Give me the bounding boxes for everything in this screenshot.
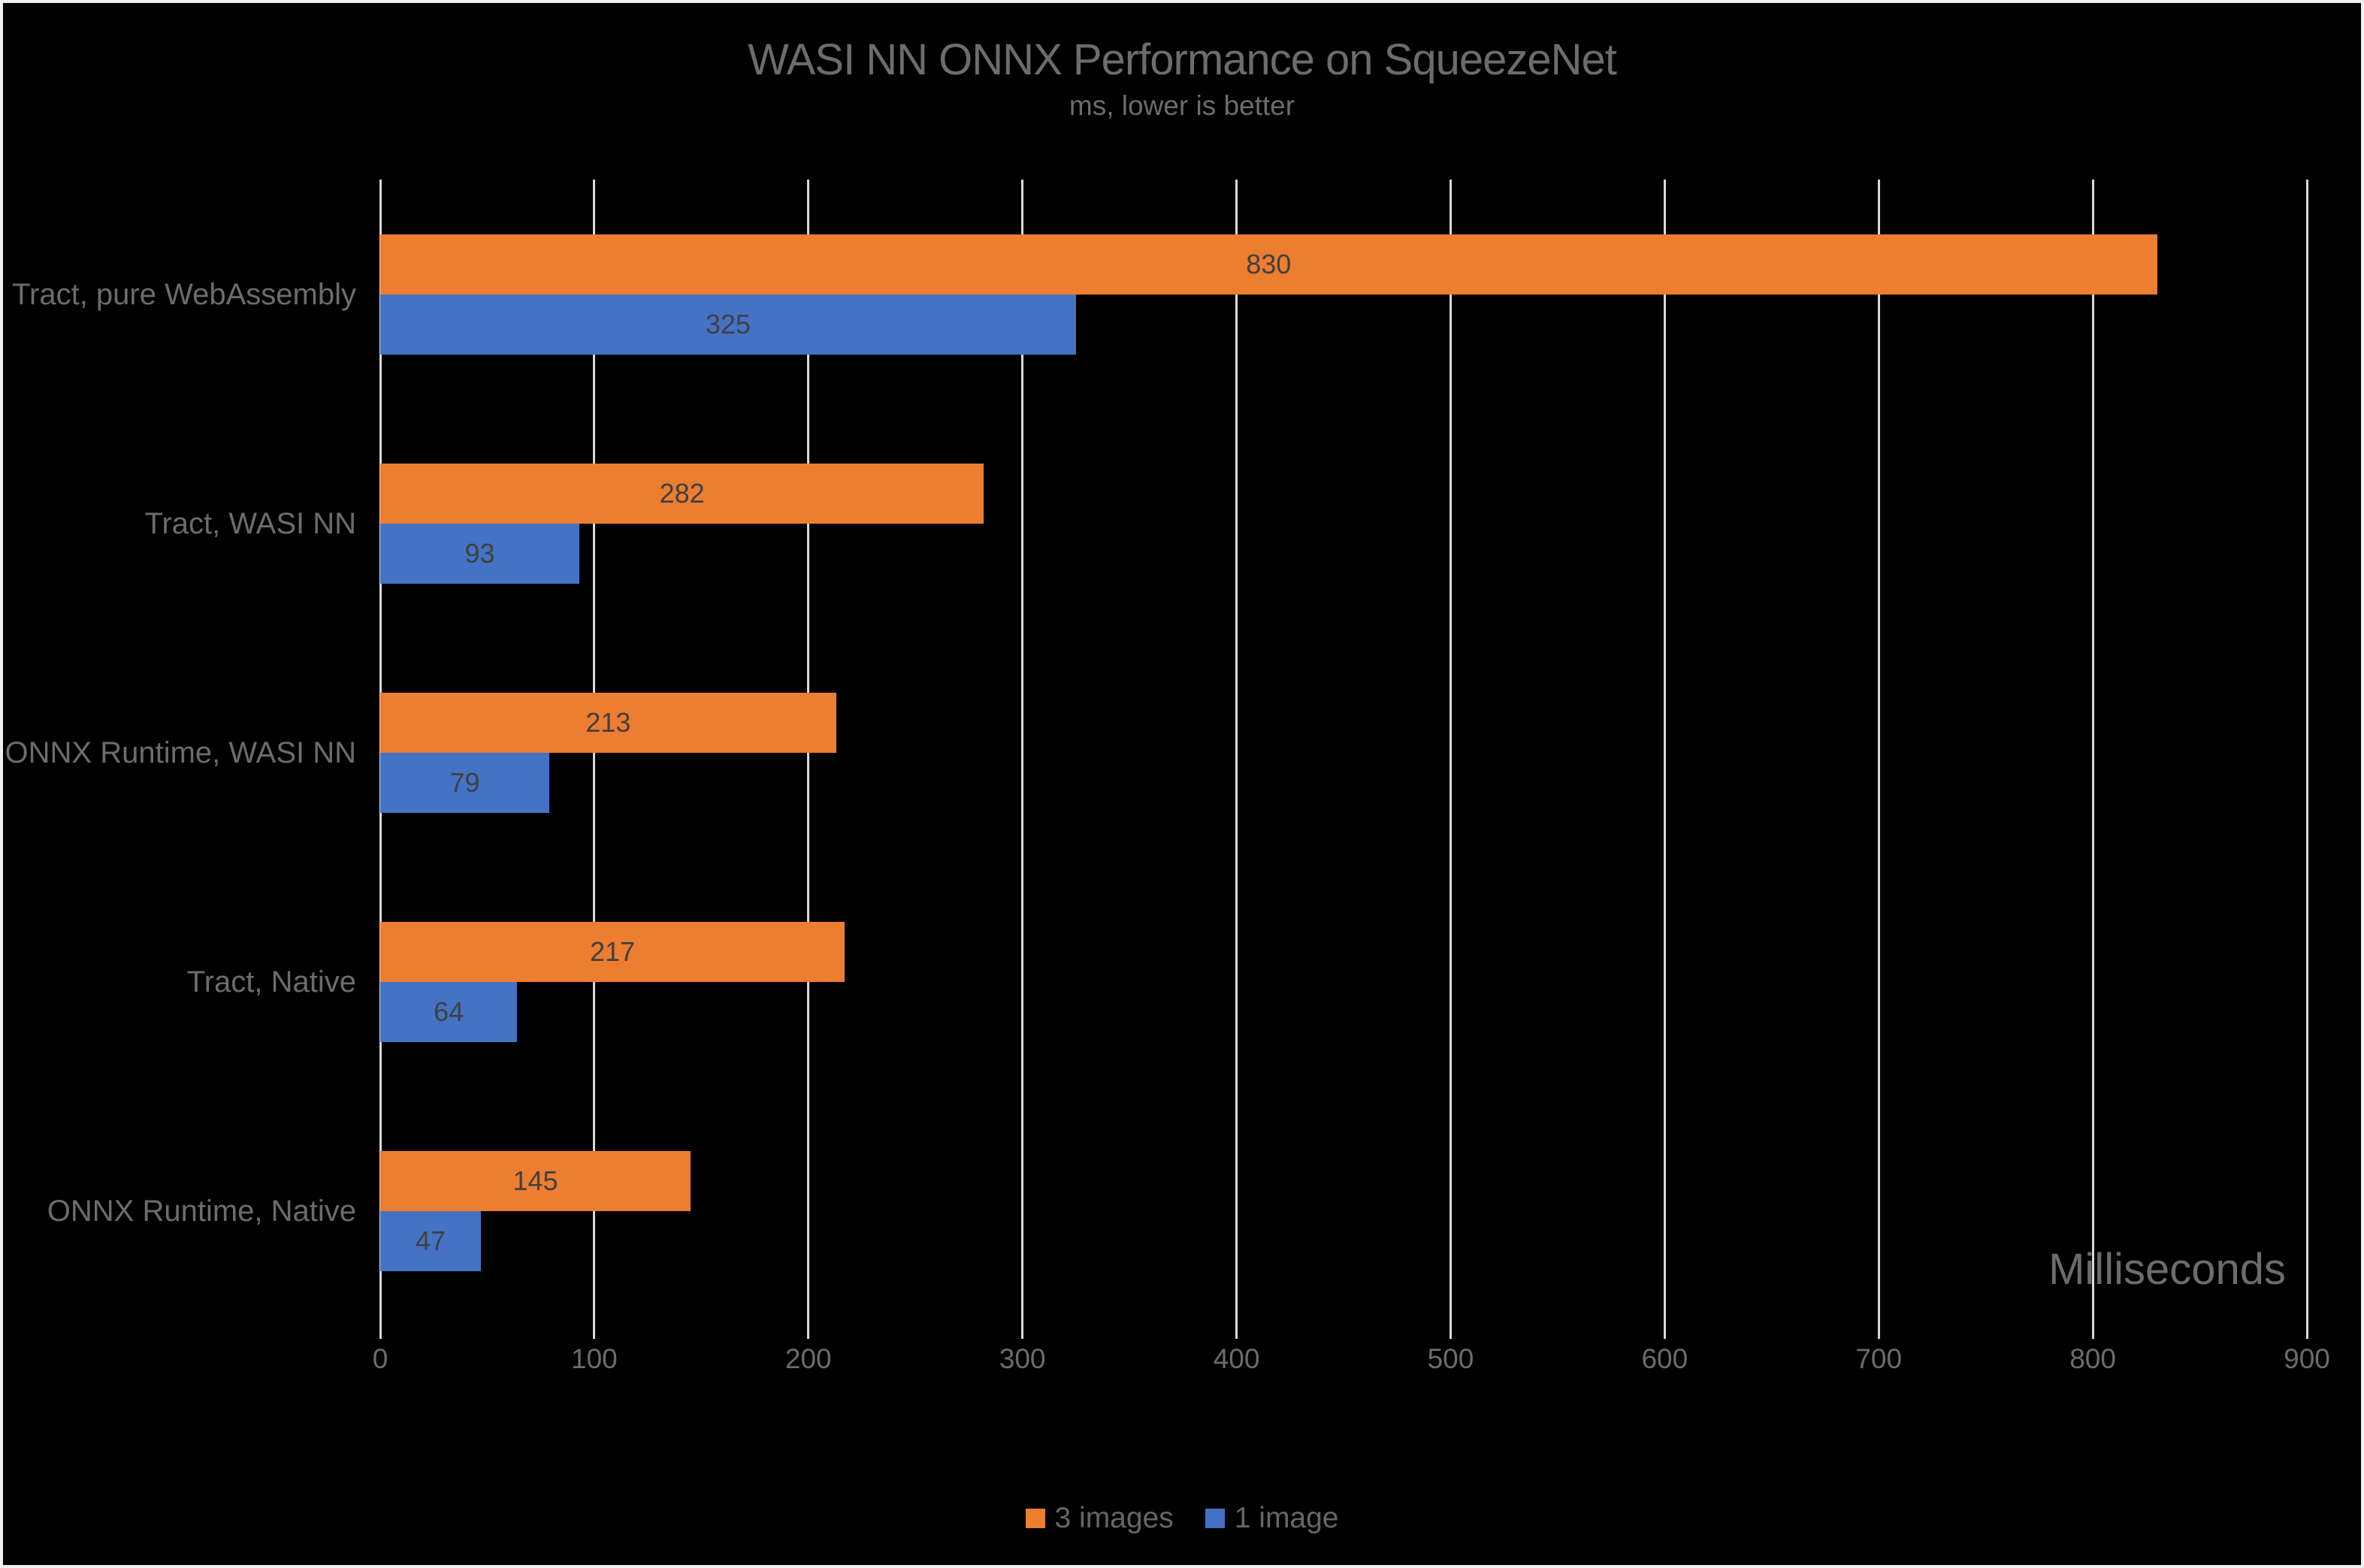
bar [380, 752, 550, 813]
legend-label: 1 image [1234, 1502, 1339, 1534]
gridline-x-700 [1877, 180, 1880, 1325]
chart-title: WASI NN ONNX Performance on SqueezeNet [748, 35, 1617, 84]
plot-area: 830 325 282 93 213 79 217 64 145 47 [379, 180, 2308, 1325]
tick-mark-800 [2091, 1325, 2094, 1339]
category-label: ONNX Runtime, WASI NN [5, 736, 356, 769]
bar-value-label: 64 [434, 995, 464, 1027]
bar [380, 294, 1076, 355]
tick-mark-500 [1449, 1325, 1452, 1339]
bar-value-label: 325 [705, 308, 751, 340]
bar-value-label: 93 [464, 537, 495, 569]
tick-mark-0 [379, 1325, 382, 1339]
tick-label-100: 100 [571, 1343, 618, 1374]
bar-value-label: 47 [415, 1225, 446, 1256]
legend-label: 3 images [1054, 1502, 1174, 1534]
bar-value-label: 282 [659, 477, 705, 509]
tick-mark-400 [1235, 1325, 1238, 1339]
gridline-x-800 [2091, 180, 2094, 1325]
category-label: ONNX Runtime, Native [47, 1194, 356, 1228]
gridline-x-900 [2305, 180, 2308, 1325]
tick-label-400: 400 [1213, 1343, 1260, 1374]
tick-mark-900 [2305, 1325, 2308, 1339]
tick-label-0: 0 [372, 1343, 388, 1374]
legend-item: 1 image [1205, 1502, 1339, 1535]
tick-mark-700 [1877, 1325, 1880, 1339]
x-axis-title: Milliseconds [2048, 1245, 2286, 1294]
gridline-x-400 [1235, 180, 1238, 1325]
category-label: Tract, WASI NN [144, 506, 356, 540]
chart-subtitle: ms, lower is better [1069, 90, 1295, 121]
tick-mark-600 [1663, 1325, 1666, 1339]
category-label: Tract, Native [186, 965, 356, 999]
gridline-x-500 [1449, 180, 1452, 1325]
tick-label-500: 500 [1427, 1343, 1474, 1374]
gridline-x-300 [1021, 180, 1024, 1325]
legend-swatch-icon [1205, 1509, 1225, 1528]
bar [380, 463, 984, 524]
bar [380, 1150, 691, 1211]
bar [380, 981, 518, 1042]
gridline-x-600 [1663, 180, 1666, 1325]
bar-value-label: 145 [512, 1165, 558, 1196]
gridline-x-200 [807, 180, 810, 1325]
category-label: Tract, pure WebAssembly [12, 277, 356, 311]
bar-value-label: 213 [585, 706, 631, 738]
tick-label-600: 600 [1641, 1343, 1688, 1374]
tick-mark-200 [807, 1325, 810, 1339]
legend-item: 3 images [1025, 1502, 1174, 1535]
tick-label-700: 700 [1855, 1343, 1903, 1374]
bar [380, 692, 836, 753]
bar [380, 921, 845, 982]
tick-mark-300 [1021, 1325, 1024, 1339]
bar-value-label: 217 [590, 935, 636, 967]
bar [380, 1210, 481, 1271]
tick-label-200: 200 [784, 1343, 832, 1374]
legend-swatch-icon [1025, 1509, 1045, 1528]
tick-label-900: 900 [2284, 1343, 2330, 1374]
bar [380, 234, 2157, 295]
bar [380, 523, 579, 584]
tick-label-800: 800 [2069, 1343, 2116, 1374]
tick-label-300: 300 [999, 1343, 1046, 1374]
gridline-x-100 [593, 180, 596, 1325]
legend: 3 images 1 image [3, 1502, 2361, 1535]
bar-value-label: 830 [1246, 248, 1292, 279]
tick-mark-100 [593, 1325, 596, 1339]
bar-value-label: 79 [449, 766, 480, 798]
